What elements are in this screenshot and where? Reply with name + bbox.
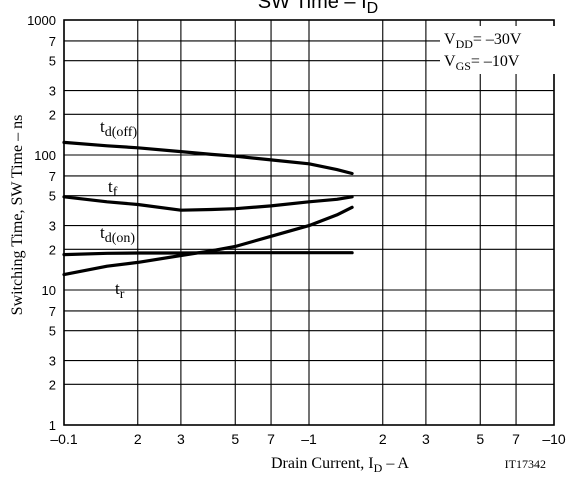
y-tick-label: 3: [49, 219, 56, 234]
condition-vgs: VGS= –10V: [444, 53, 520, 73]
conditions-box: VDD= –30V VGS= –10V: [440, 26, 568, 74]
condition-vgs-main: V: [444, 53, 456, 70]
series-label-tf: tf: [108, 177, 118, 200]
y-tick-label: 1000: [27, 13, 56, 28]
y-tick-label: 100: [34, 148, 56, 163]
x-tick-label: 3: [422, 431, 430, 447]
x-tick-label: 5: [476, 431, 484, 447]
grid: [63, 19, 555, 426]
plot-frame: [63, 19, 555, 426]
series-labels: td(off) tf td(on) tr: [100, 117, 137, 302]
x-axis-label: Drain Current, ID – A: [271, 455, 409, 475]
data-curves: [62, 140, 354, 277]
conditions-box-background: [440, 26, 568, 74]
series-line-td-off: [62, 140, 354, 176]
series-label-td-off-sub: d(off): [105, 125, 138, 140]
series-label-td-off: td(off): [100, 117, 137, 140]
series-label-tf-main: t: [108, 177, 113, 196]
x-tick-label: –10: [542, 431, 566, 447]
x-tick-label: 7: [512, 431, 520, 447]
condition-vdd: VDD= –30V: [444, 31, 522, 51]
chart-title-main: SW Time – I: [258, 0, 367, 13]
x-axis-label-tail: – A: [382, 455, 409, 472]
x-tick-label: 5: [231, 431, 239, 447]
x-tick-label: 7: [267, 431, 275, 447]
y-tick-label: 10: [42, 283, 56, 298]
series-label-td-on-main: t: [100, 223, 105, 242]
y-tick-label: 7: [49, 304, 56, 319]
y-tick-label: 2: [49, 242, 56, 257]
footnote: IT17342: [505, 457, 546, 471]
y-tick-label: 5: [49, 324, 56, 339]
series-label-td-on-sub: d(on): [105, 231, 136, 246]
condition-vdd-sub: DD: [456, 37, 474, 51]
condition-vdd-main: V: [444, 31, 456, 48]
x-tick-label: 2: [134, 431, 142, 447]
y-tick-label: 7: [49, 34, 56, 49]
y-tick-label: 3: [49, 84, 56, 99]
chart-title-sub: D: [367, 0, 379, 17]
series-label-tr: tr: [115, 279, 125, 302]
y-tick-label: 3: [49, 354, 56, 369]
x-tick-labels: –0.1 2 3 5 7 –1 2 3 5 7 –10: [50, 431, 566, 447]
x-tick-label: –0.1: [50, 431, 77, 447]
y-tick-label: 7: [49, 169, 56, 184]
condition-vgs-value: = –10V: [471, 53, 520, 70]
series-label-tr-sub: r: [120, 287, 125, 302]
y-tick-label: 5: [49, 189, 56, 204]
x-tick-label: 3: [177, 431, 185, 447]
x-tick-label: –1: [301, 431, 317, 447]
condition-vdd-value: = –30V: [473, 31, 522, 48]
x-axis-label-main: Drain Current, I: [271, 455, 374, 472]
chart-title: SW Time – ID: [258, 0, 378, 17]
y-axis-label: Switching Time, SW Time – ns: [9, 115, 26, 316]
series-label-td-off-main: t: [100, 117, 105, 136]
y-tick-label: 1: [49, 418, 56, 433]
x-axis-label-sub: D: [374, 461, 383, 475]
y-tick-label: 5: [49, 54, 56, 69]
series-line-tr: [62, 205, 354, 277]
y-tick-labels: 1 2 3 5 7 10 2 3 5 7 100 2 3 5 7 1000: [27, 13, 56, 433]
series-line-tf: [62, 195, 354, 212]
series-label-tf-sub: f: [113, 185, 118, 200]
x-tick-label: 2: [379, 431, 387, 447]
condition-vgs-sub: GS: [456, 59, 471, 73]
series-label-td-on: td(on): [100, 223, 135, 246]
y-tick-label: 2: [49, 377, 56, 392]
y-tick-label: 2: [49, 107, 56, 122]
series-label-tr-main: t: [115, 279, 120, 298]
